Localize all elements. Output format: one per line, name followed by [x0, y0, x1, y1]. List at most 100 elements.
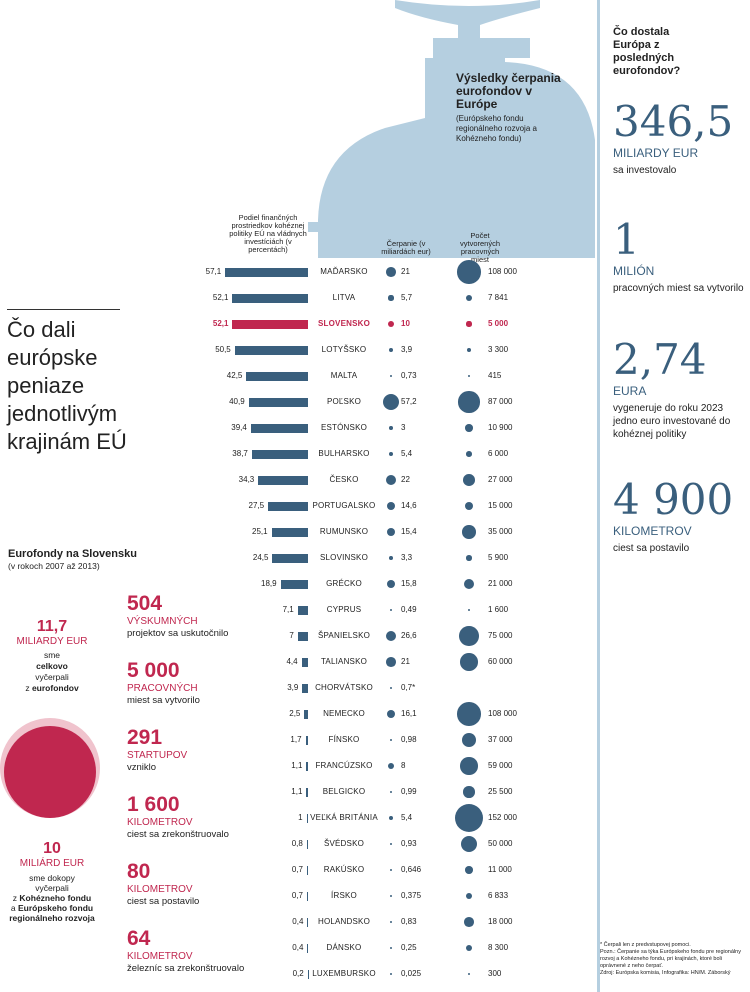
country-label: LOTYŠSKO: [321, 345, 367, 354]
draw-dot: [389, 426, 393, 430]
draw-label: 22: [401, 475, 410, 484]
slovakia-title: Eurofondy na Slovensku: [8, 548, 137, 560]
jobs-dot: [467, 608, 471, 612]
share-bar: [250, 424, 308, 433]
jobs-label: 50 000: [488, 839, 513, 848]
share-bar: [306, 762, 308, 771]
drawn-unit: MILIÁRD EUR: [19, 858, 85, 869]
draw-dot: [388, 815, 394, 821]
share-label: 18,9: [261, 579, 277, 588]
total-value: 11,7: [36, 618, 68, 635]
share-label: 24,5: [252, 553, 269, 562]
share-bar: [302, 684, 308, 693]
country-label: HOLANDSKO: [317, 917, 371, 926]
share-label: 34,3: [238, 475, 255, 484]
draw-label: 0,73: [401, 371, 417, 380]
jobs-label: 11 000: [488, 865, 512, 874]
tap-title-block: Výsledky čerpania eurofondov v Európe (E…: [456, 72, 566, 144]
jobs-label: 415: [488, 371, 502, 380]
drawn-circle: [4, 726, 96, 818]
jobs-dot: [466, 555, 472, 561]
share-bar: [306, 788, 308, 797]
europe-stat: 4 900 KILOMETROV ciest sa postavilo: [613, 476, 748, 555]
country-label: ESTÓNSKO: [320, 423, 368, 432]
jobs-dot: [466, 451, 472, 457]
drawn-desc-2: vyčerpali: [35, 883, 69, 893]
jobs-dot: [457, 260, 481, 284]
slovakia-stat-unit: PRACOVNÝCH: [127, 683, 198, 694]
slovakia-stat-unit: STARTUPOV: [127, 750, 188, 761]
slovakia-stat: 64 KILOMETROV železníc sa zrekonštruovalo: [127, 927, 257, 974]
share-label: 38,7: [232, 449, 248, 458]
jobs-label: 8 300: [488, 943, 509, 952]
slovakia-stat-value: 64: [127, 927, 151, 950]
draw-label: 3,9: [401, 345, 413, 354]
draw-dot: [390, 609, 392, 611]
share-label: 50,5: [215, 345, 231, 354]
draw-label: 14,6: [401, 501, 417, 510]
slovakia-header: Eurofondy na Slovensku (v rokoch 2007 až…: [8, 548, 137, 571]
share-label: 1,7: [290, 735, 302, 744]
country-label: ŠPANIELSKO: [317, 631, 371, 640]
share-label: 57,1: [205, 267, 222, 276]
jobs-label: 300: [488, 969, 502, 978]
draw-dot: [387, 320, 395, 328]
europe-stat-unit: EURA: [613, 384, 647, 398]
jobs-dot: [464, 917, 474, 927]
draw-dot: [389, 556, 393, 560]
draw-dot: [389, 738, 393, 742]
jobs-dot: [466, 347, 472, 353]
total-block: 11,7 MILIARDY EUR sme celkovo vyčerpali …: [8, 618, 96, 694]
share-bar: [304, 710, 308, 719]
jobs-label: 60 000: [488, 657, 513, 666]
draw-dot: [383, 394, 399, 410]
jobs-label: 21 000: [488, 579, 513, 588]
country-label: BELGICKO: [322, 787, 366, 796]
footnotes: * Čerpali len z predvstupovej pomoci. Po…: [600, 942, 746, 977]
draw-dot: [388, 763, 394, 769]
total-unit: MILIARDY EUR: [16, 636, 88, 647]
draw-label: 5,4: [401, 449, 413, 458]
jobs-dot: [463, 578, 475, 590]
draw-label: 15,8: [401, 579, 417, 588]
draw-dot: [386, 501, 396, 511]
jobs-label: 5 000: [488, 319, 509, 328]
draw-label: 16,1: [401, 709, 417, 718]
jobs-label: 5 900: [488, 553, 509, 562]
jobs-label: 7 841: [488, 293, 509, 302]
share-label: 0,2: [292, 969, 304, 978]
slovakia-stat-value: 504: [127, 592, 163, 615]
country-label: SLOVENSKO: [317, 319, 371, 328]
country-label: SLOVINSKO: [319, 553, 369, 562]
share-bar: [307, 944, 308, 953]
jobs-dot: [465, 424, 473, 432]
europe-panel: Čo dostala Európa z posledných eurofondo…: [613, 26, 748, 554]
jobs-dot: [465, 866, 473, 874]
jobs-label: 37 000: [488, 735, 513, 744]
jobs-label: 35 000: [488, 527, 513, 536]
total-desc-3: z: [25, 683, 30, 693]
europe-stat-value: 2,74: [613, 335, 707, 384]
draw-label: 0,99: [401, 787, 417, 796]
share-label: 0,8: [291, 839, 303, 848]
country-label: FRANCÚZSKO: [315, 761, 373, 770]
draw-label: 0,375: [401, 891, 422, 900]
draw-dot: [388, 347, 394, 353]
draw-label: 0,025: [401, 969, 422, 978]
total-desc-bold-1: celkovo: [36, 661, 68, 671]
share-label: 2,5: [289, 709, 301, 718]
share-label: 1: [298, 813, 303, 822]
share-bar: [271, 528, 308, 537]
draw-dot: [388, 295, 394, 301]
country-label: LITVA: [332, 293, 356, 302]
europe-stat-desc: vygeneruje do roku 2023 jedno euro inves…: [613, 403, 731, 440]
draw-label: 21: [401, 267, 410, 276]
draw-label: 3,3: [401, 553, 413, 562]
draw-dot: [386, 657, 396, 667]
share-label: 27,5: [248, 501, 265, 510]
slovakia-stat-value: 291: [127, 726, 163, 749]
header-jobs: Počet vytvorených pracovných miest: [459, 231, 501, 264]
europe-stat: 1 MILIÓN pracovných miest sa vytvorilo: [613, 216, 748, 295]
share-label: 7,1: [282, 605, 294, 614]
europe-stat-desc: sa investovalo: [613, 165, 677, 176]
